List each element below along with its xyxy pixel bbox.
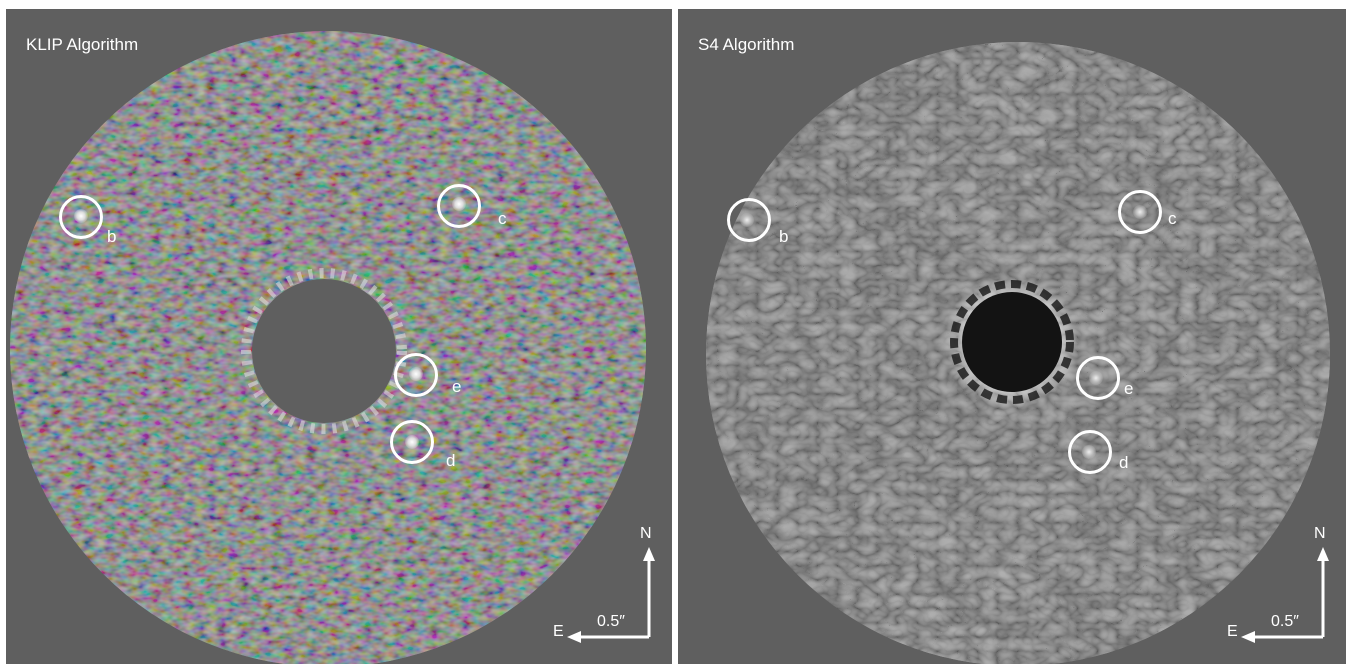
compass: N E 0.5″ [551,521,661,651]
north-label: N [640,525,652,542]
planet-b-label: b [779,227,789,246]
planet-e-marker [1076,356,1120,400]
compass: N E 0.5″ [1225,521,1335,651]
scale-label: 0.5″ [1271,613,1299,630]
planet-d-marker [1068,430,1112,474]
compass-arrows [1241,547,1329,643]
s4-central-mask [962,292,1062,392]
klip-residual-image [10,31,646,664]
north-arrow-icon [1317,547,1329,561]
east-arrow-icon [567,631,581,643]
s4-panel: S4 Algorithm b c e d N E 0.5″ [678,9,1346,664]
north-arrow-icon [643,547,655,561]
s4-residual-image [706,42,1330,664]
planet-d-marker [390,420,434,464]
planet-c-marker [437,184,481,228]
planet-d-label: d [1119,453,1129,472]
planet-e-marker [394,353,438,397]
planet-b-marker [727,198,771,242]
klip-central-mask [252,279,396,423]
north-label: N [1314,525,1326,542]
planet-b-label: b [107,227,117,246]
compass-arrows [567,547,655,643]
panel-title: S4 Algorithm [698,35,795,54]
east-arrow-icon [1241,631,1255,643]
planet-b-marker [59,195,103,239]
planet-e-label: e [1124,379,1134,398]
planet-c-label: c [1168,209,1177,228]
klip-panel: KLIP Algorithm b c e d N E 0.5″ [6,9,672,664]
planet-d-label: d [446,451,456,470]
planet-e-label: e [452,377,462,396]
east-label: E [1227,623,1238,640]
klip-bright-ring [241,268,407,434]
planet-c-marker [1118,190,1162,234]
panel-title: KLIP Algorithm [26,35,139,54]
scale-label: 0.5″ [597,613,625,630]
east-label: E [553,623,564,640]
planet-c-label: c [498,209,507,228]
